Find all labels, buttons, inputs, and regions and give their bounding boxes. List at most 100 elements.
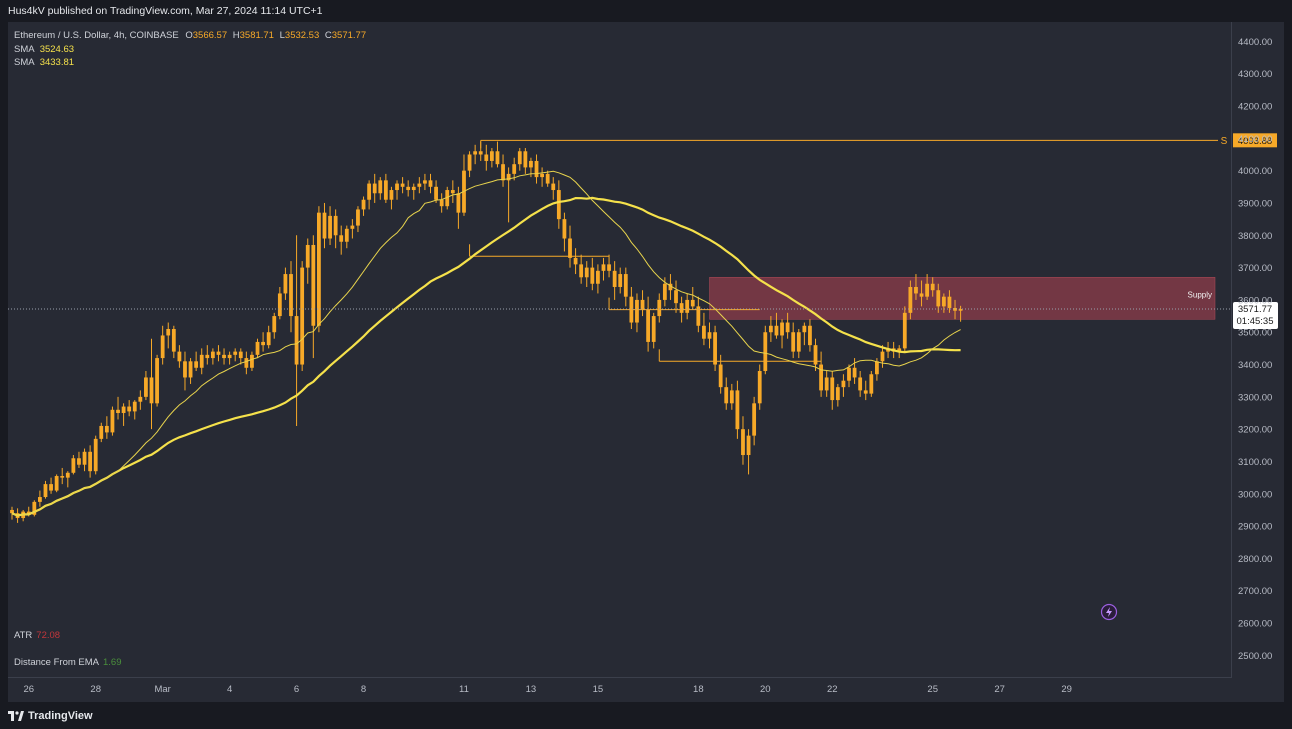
candle-body [222,354,226,359]
chart-pane[interactable] [8,22,1284,702]
candle-body [188,361,193,378]
top-bar: Hus4kV published on TradingView.com, Mar… [0,0,1292,22]
y-tick-label: 3600.00 [1238,295,1272,306]
candle-body [82,451,87,465]
candle-body [847,367,851,381]
last-price-badge[interactable] [1233,302,1278,330]
candle-body [930,283,935,291]
candle-body [785,322,790,333]
candle-body [244,358,249,368]
candle-body [272,316,277,333]
y-tick-label: 2500.00 [1238,651,1272,662]
legend-ohlc: Ethereum / U.S. Dollar, 4h, COINBASE O35… [14,29,366,43]
candle-body [445,190,450,207]
low-value: 3532.53 [284,30,320,41]
candle-body [618,274,623,287]
bottom-bar: TradingView [0,702,1292,729]
candle-body [489,151,494,161]
sma-fast-line[interactable] [11,170,961,517]
candle-body [545,173,550,184]
legend-sma-slow[interactable]: SMA 3433.81 [14,56,366,70]
lightning-icon[interactable] [1100,603,1118,621]
candle-body [43,484,48,498]
x-tick-label: 25 [927,684,938,695]
candle-body [484,154,489,161]
candle-body [763,332,768,372]
sma-slow-value: 3433.81 [39,57,75,68]
candle-body [183,361,187,378]
candle-body [77,458,81,465]
candle-body [450,190,455,194]
candle-body [902,312,907,349]
close-label: C [324,30,332,41]
candle-body [495,151,500,165]
y-tick-label: 3100.00 [1238,457,1272,468]
supply-zone[interactable] [709,277,1216,320]
candle-body [724,387,729,404]
resistance-price-label: 4093.88 [1238,136,1272,147]
candle-body [155,358,159,404]
atr-value: 72.08 [36,630,61,641]
candle-body [350,225,355,229]
candle-body [411,186,416,191]
candle-body [71,458,76,473]
candle-body [590,267,595,284]
candle-body [138,396,143,402]
candle-body [835,387,840,401]
candle-body [512,164,517,174]
candle-body [819,364,823,391]
candle-body [668,283,673,291]
candle-body [400,183,405,187]
legend-sma-fast[interactable]: SMA 3524.63 [14,43,366,57]
candle-body [562,219,567,239]
candle-body [317,212,321,326]
candle-body [289,274,293,317]
candle-body [863,390,868,394]
candle-body [746,435,751,456]
candle-body [205,354,210,359]
high-label: H [232,30,240,41]
distance-ema-value: 1.69 [103,657,122,668]
y-tick-label: 2800.00 [1238,554,1272,565]
atr-indicator[interactable]: ATR 72.08 [14,630,60,641]
candle-body [696,306,701,326]
candle-body [149,377,154,404]
candle-body [501,164,505,181]
candle-body [875,361,879,375]
candle-body [713,332,717,365]
candle-body [651,316,656,342]
tradingview-logo[interactable]: TradingView [8,710,93,722]
candle-body [601,264,606,271]
candle-body [10,509,14,514]
candle-body [233,351,238,355]
sma-slow-line[interactable] [11,196,961,517]
candle-body [774,325,779,336]
candle-body [227,354,232,359]
candle-body [38,497,42,502]
candle-body [177,351,182,362]
candle-body [757,371,762,404]
sma-fast-label: SMA [14,43,35,55]
candle-body [277,293,282,317]
candle-body [266,332,271,346]
candle-body [830,377,835,401]
candle-body [674,290,678,304]
distance-ema-indicator[interactable]: Distance From EMA 1.69 [14,657,122,668]
close-value: 3571.77 [331,30,367,41]
x-tick-label: 28 [90,684,101,695]
candle-body [144,377,148,397]
candle-body [439,199,444,207]
candle-body [473,151,478,155]
x-tick-label: 4 [227,684,232,695]
candle-body [356,209,360,226]
candle-body [858,377,863,391]
candle-body [780,322,784,336]
candle-body [110,409,115,433]
candle-body [93,438,98,472]
candle-body [914,286,918,294]
candle-body [612,270,617,287]
candle-body [702,325,706,339]
candle-body [662,283,667,300]
candle-body [824,377,829,391]
